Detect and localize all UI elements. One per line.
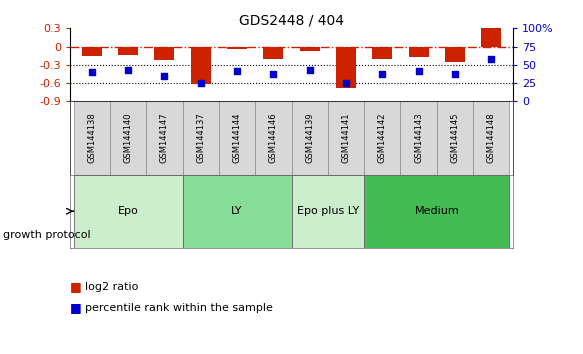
Text: GSM144146: GSM144146 [269, 113, 278, 164]
Bar [154, 47, 174, 60]
Bar [292, 102, 328, 175]
Text: GSM144145: GSM144145 [451, 113, 459, 163]
Bar [292, 175, 364, 248]
Point [160, 73, 169, 79]
Text: Epo: Epo [118, 206, 138, 216]
Bar [73, 102, 110, 175]
Text: GSM144148: GSM144148 [487, 113, 496, 164]
Bar [336, 47, 356, 88]
Text: GSM144137: GSM144137 [196, 113, 205, 164]
Text: GSM144147: GSM144147 [160, 113, 169, 164]
Bar [300, 47, 319, 51]
Point [233, 68, 242, 74]
Bar [364, 102, 401, 175]
Text: GSM144139: GSM144139 [305, 113, 314, 164]
Text: growth protocol: growth protocol [3, 230, 90, 240]
Text: LY: LY [231, 206, 243, 216]
Text: Epo plus LY: Epo plus LY [297, 206, 359, 216]
Bar [409, 47, 429, 57]
Point [450, 71, 459, 76]
Bar [219, 102, 255, 175]
Bar [473, 102, 510, 175]
Bar [227, 47, 247, 49]
Point [305, 67, 314, 73]
Text: GSM144144: GSM144144 [233, 113, 241, 163]
Bar [182, 102, 219, 175]
Bar [481, 28, 501, 47]
Bar [364, 175, 510, 248]
Text: GSM144141: GSM144141 [342, 113, 350, 163]
Bar [118, 47, 138, 55]
Text: percentile rank within the sample: percentile rank within the sample [85, 303, 272, 313]
Text: log2 ratio: log2 ratio [85, 282, 138, 292]
Text: Medium: Medium [415, 206, 459, 216]
Point [87, 69, 96, 75]
Bar [445, 47, 465, 62]
Bar [146, 102, 182, 175]
Bar [328, 102, 364, 175]
Bar [191, 47, 210, 84]
Bar [255, 102, 292, 175]
Bar [437, 102, 473, 175]
Point [378, 72, 387, 77]
Text: ■: ■ [70, 280, 82, 293]
Text: ■: ■ [70, 302, 82, 314]
Bar [73, 175, 182, 248]
Bar [182, 175, 292, 248]
Bar [82, 47, 102, 56]
Point [487, 56, 496, 62]
Point [341, 80, 350, 86]
Bar [401, 102, 437, 175]
Text: GSM144138: GSM144138 [87, 113, 96, 164]
Point [414, 69, 423, 74]
Text: GSM144142: GSM144142 [378, 113, 387, 163]
Point [124, 67, 133, 73]
Bar [110, 102, 146, 175]
Text: GSM144140: GSM144140 [124, 113, 132, 163]
Title: GDS2448 / 404: GDS2448 / 404 [239, 13, 344, 27]
Point [196, 80, 205, 86]
Point [269, 71, 278, 76]
Text: GSM144143: GSM144143 [414, 113, 423, 164]
Bar [373, 47, 392, 59]
Bar [264, 47, 283, 59]
